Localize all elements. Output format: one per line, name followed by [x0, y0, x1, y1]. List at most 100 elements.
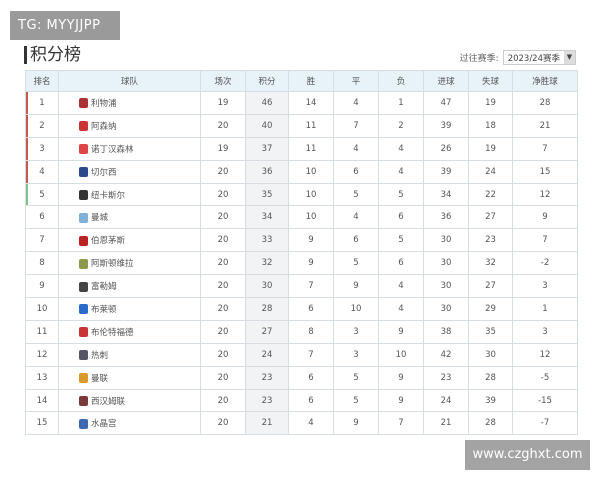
column-header-won: 胜 — [288, 70, 334, 92]
team-crest-icon — [79, 304, 88, 315]
table-row[interactable]: 10 布莱顿 20 28 6 10 4 30 29 1 — [25, 297, 578, 321]
team-name[interactable]: 布莱顿 — [91, 304, 117, 315]
team-name[interactable]: 阿斯顿维拉 — [91, 259, 134, 270]
cell-goals-against: 39 — [468, 388, 513, 413]
cell-goal-difference: -2 — [512, 251, 578, 276]
cell-goals-against: 30 — [468, 342, 513, 367]
cell-goals-for: 38 — [423, 319, 469, 344]
cell-goals-for: 36 — [423, 205, 469, 230]
cell-rank: 3 — [25, 136, 59, 161]
cell-drawn: 5 — [333, 182, 379, 207]
team-name[interactable]: 曼城 — [91, 213, 109, 224]
cell-goal-difference: 12 — [512, 182, 578, 207]
team-name[interactable]: 切尔西 — [91, 167, 117, 178]
team-name[interactable]: 布伦特福德 — [91, 327, 134, 338]
cell-lost: 4 — [378, 136, 424, 161]
cell-won: 7 — [288, 274, 334, 299]
table-row[interactable]: 11 布伦特福德 20 27 8 3 9 38 35 3 — [25, 319, 578, 344]
table-row[interactable]: 6 曼城 20 34 10 4 6 36 27 9 — [25, 205, 578, 230]
cell-points: 36 — [245, 159, 289, 184]
team-name[interactable]: 水晶宫 — [91, 419, 117, 430]
standings-table: 排名 球队 场次 积分胜平负进球 失球 净胜球 1 利物浦 19 46 14 4 1 47 19 28 2 阿森… — [25, 70, 578, 436]
cell-goals-for: 39 — [423, 159, 469, 184]
table-row[interactable]: 13 曼联 20 23 6 5 9 23 28 -5 — [25, 365, 578, 390]
cell-points: 33 — [245, 228, 289, 253]
team-name[interactable]: 热刺 — [91, 350, 109, 361]
table-row[interactable]: 12 热刺 20 24 7 3 10 42 30 12 — [25, 342, 578, 367]
team-crest-icon — [79, 98, 88, 109]
column-header-lost: 负 — [378, 70, 424, 92]
cell-points: 23 — [245, 388, 289, 413]
cell-won: 6 — [288, 365, 334, 390]
cell-goals-against: 19 — [468, 136, 513, 161]
season-label: 过往赛季: — [459, 54, 499, 64]
team-name[interactable]: 曼联 — [91, 373, 109, 384]
season-select[interactable]: 2023/24赛季 ▼ — [502, 50, 576, 65]
cell-played: 20 — [200, 113, 246, 138]
table-row[interactable]: 2 阿森纳 20 40 11 7 2 39 18 21 — [25, 113, 578, 138]
table-row[interactable]: 8 阿斯顿维拉 20 32 9 5 6 30 32 -2 — [25, 251, 578, 276]
cell-won: 10 — [288, 205, 334, 230]
cell-goals-against: 28 — [468, 411, 513, 436]
table-row[interactable]: 5 纽卡斯尔 20 35 10 5 5 34 22 12 — [25, 182, 578, 207]
team-name[interactable]: 西汉姆联 — [91, 396, 126, 407]
cell-rank: 1 — [25, 91, 59, 115]
cell-team: 伯恩茅斯 — [58, 228, 201, 253]
team-crest-icon — [79, 121, 88, 132]
cell-rank: 11 — [25, 319, 59, 344]
cell-won: 8 — [288, 319, 334, 344]
cell-team: 切尔西 — [58, 159, 201, 184]
table-row[interactable]: 7 伯恩茅斯 20 33 9 6 5 30 23 7 — [25, 228, 578, 253]
table-row[interactable]: 14 西汉姆联 20 23 6 5 9 24 39 -15 — [25, 388, 578, 413]
cell-goals-against: 22 — [468, 182, 513, 207]
cell-goal-difference: 7 — [512, 136, 578, 161]
table-row[interactable]: 9 富勒姆 20 30 7 9 4 30 27 3 — [25, 274, 578, 299]
cell-team: 利物浦 — [58, 91, 201, 115]
cell-goals-against: 29 — [468, 297, 513, 321]
table-row[interactable]: 1 利物浦 19 46 14 4 1 47 19 28 — [25, 91, 578, 115]
cell-played: 20 — [200, 182, 246, 207]
team-name[interactable]: 阿森纳 — [91, 121, 117, 132]
cell-drawn: 6 — [333, 159, 379, 184]
cell-goals-for: 39 — [423, 113, 469, 138]
cell-points: 32 — [245, 251, 289, 276]
cell-goals-for: 21 — [423, 411, 469, 436]
team-crest-icon — [79, 350, 88, 361]
cell-rank: 2 — [25, 113, 59, 138]
team-name[interactable]: 纽卡斯尔 — [91, 190, 126, 201]
cell-drawn: 5 — [333, 388, 379, 413]
cell-won: 7 — [288, 342, 334, 367]
cell-goals-for: 30 — [423, 297, 469, 321]
cell-played: 20 — [200, 205, 246, 230]
cell-team: 纽卡斯尔 — [58, 182, 201, 207]
cell-drawn: 9 — [333, 411, 379, 436]
watermark-bottom-right: www.czghxt.com — [465, 440, 590, 470]
cell-rank: 8 — [25, 251, 59, 276]
team-crest-icon — [79, 258, 88, 269]
column-header-goals-for: 进球 — [423, 70, 469, 92]
team-name[interactable]: 富勒姆 — [91, 282, 117, 293]
table-row[interactable]: 15 水晶宫 20 21 4 9 7 21 28 -7 — [25, 411, 578, 436]
team-name[interactable]: 利物浦 — [91, 98, 117, 109]
cell-drawn: 5 — [333, 251, 379, 276]
cell-goals-against: 24 — [468, 159, 513, 184]
cell-goals-against: 27 — [468, 274, 513, 299]
cell-team: 曼城 — [58, 205, 201, 230]
cell-goal-difference: 7 — [512, 228, 578, 253]
cell-lost: 9 — [378, 319, 424, 344]
team-name[interactable]: 伯恩茅斯 — [91, 236, 126, 247]
team-name[interactable]: 诺丁汉森林 — [91, 144, 134, 155]
team-crest-icon — [79, 212, 88, 223]
cell-played: 19 — [200, 136, 246, 161]
cell-won: 6 — [288, 297, 334, 321]
cell-drawn: 4 — [333, 91, 379, 115]
column-header-rank: 排名 — [25, 70, 59, 92]
chevron-down-icon[interactable]: ▼ — [564, 51, 575, 64]
table-row[interactable]: 4 切尔西 20 36 10 6 4 39 24 15 — [25, 159, 578, 184]
column-header-points: 积分 — [245, 70, 289, 92]
cell-rank: 13 — [25, 365, 59, 390]
table-row[interactable]: 3 诺丁汉森林 19 37 11 4 4 26 19 7 — [25, 136, 578, 161]
cell-points: 35 — [245, 182, 289, 207]
cell-points: 37 — [245, 136, 289, 161]
column-header-goal-difference: 净胜球 — [512, 70, 578, 92]
